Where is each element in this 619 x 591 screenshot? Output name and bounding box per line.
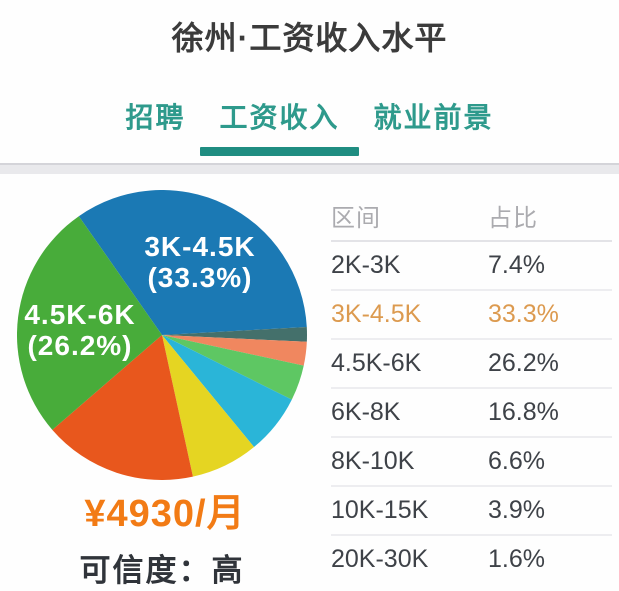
share-percent-cell: 7.4% — [488, 251, 545, 279]
pie-slice-3k-4.5k — [78, 190, 307, 335]
tab-employment-outlook[interactable]: 就业前景 — [373, 102, 494, 133]
credibility-label: 可信度：高 — [79, 553, 245, 588]
column-header-share: 占比 — [488, 204, 538, 232]
table-row: 2K-3K 7.4% — [331, 242, 612, 291]
salary-table: 区间 占比 2K-3K 7.4% 3K-4.5K 33.3% 4.5K-6K 26.2% 6… — [331, 190, 612, 583]
pie-slice-4.5k-6k — [17, 216, 162, 430]
salary-range-cell: 20K-30K — [331, 545, 429, 573]
salary-table-body: 2K-3K 7.4% 3K-4.5K 33.3% 4.5K-6K 26.2% 6K-8K 16… — [331, 242, 612, 583]
table-header-row: 区间 占比 — [331, 190, 612, 242]
share-percent-cell: 3.9% — [488, 496, 545, 524]
tab-salary-income[interactable]: 工资收入 — [200, 96, 359, 156]
salary-range-cell: 3K-4.5K — [331, 300, 422, 328]
salary-range-cell: 4.5K-6K — [331, 349, 422, 377]
table-row: 3K-4.5K 33.3% — [331, 291, 612, 340]
table-row: 6K-8K 16.8% — [331, 389, 612, 438]
pie-slice-10k-15k — [162, 335, 304, 400]
table-row: 8K-10K 6.6% — [331, 438, 612, 487]
pie-slice-2k-3k — [162, 335, 255, 477]
share-percent-cell: 16.8% — [488, 398, 559, 426]
salary-range-cell: 8K-10K — [331, 447, 415, 475]
salary-range-cell: 6K-8K — [331, 398, 401, 426]
salary-range-cell: 10K-15K — [331, 496, 429, 524]
table-row: 20K-30K 1.6% — [331, 536, 612, 583]
pie-slice-8k-10k — [162, 335, 292, 448]
page-title: 徐州·工资收入水平 — [171, 20, 448, 56]
share-percent-cell: 33.3% — [488, 300, 559, 328]
section-divider — [0, 163, 619, 174]
pie-slice-20k-30k — [162, 326, 307, 342]
pie-slice-15k-20k — [162, 335, 307, 366]
salary-pie-chart — [17, 190, 307, 480]
table-row: 10K-15K 3.9% — [331, 487, 612, 536]
column-header-range: 区间 — [331, 204, 381, 232]
pie-slice-6k-8k — [52, 335, 193, 480]
average-salary: ¥4930/月 — [84, 493, 246, 535]
share-percent-cell: 6.6% — [488, 447, 545, 475]
table-row: 4.5K-6K 26.2% — [331, 340, 612, 389]
share-percent-cell: 26.2% — [488, 349, 559, 377]
tab-bar: 招聘 工资收入 就业前景 — [0, 94, 619, 156]
share-percent-cell: 1.6% — [488, 545, 545, 573]
salary-range-cell: 2K-3K — [331, 251, 401, 279]
tab-recruitment[interactable]: 招聘 — [125, 102, 186, 133]
